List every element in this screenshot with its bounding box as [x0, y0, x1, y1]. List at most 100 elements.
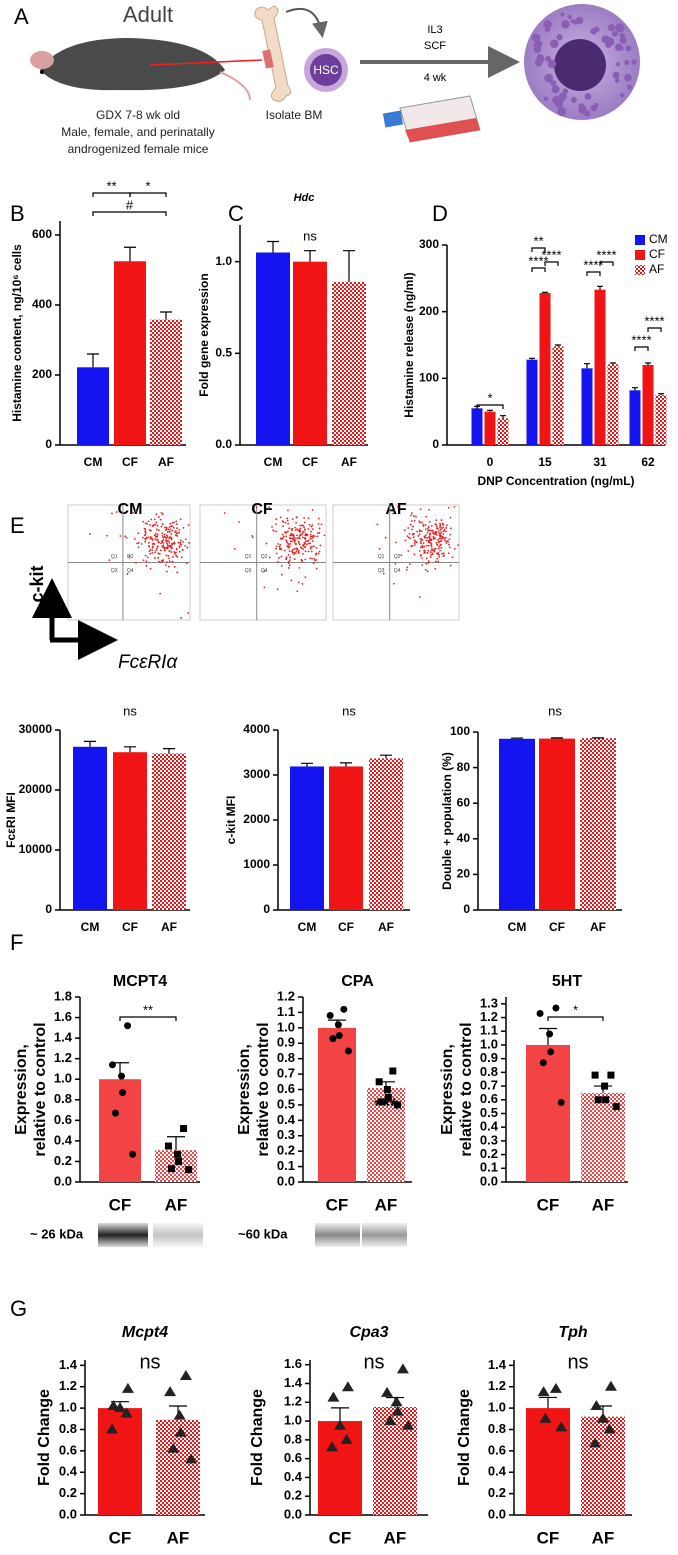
event-dot	[447, 506, 450, 509]
event-dot	[308, 524, 311, 526]
event-dot	[153, 557, 156, 559]
event-dot	[424, 524, 427, 527]
significance-bracket	[647, 327, 662, 332]
significance-label: *	[487, 390, 492, 405]
event-dot	[178, 529, 181, 531]
event-dot	[151, 543, 154, 545]
y-tick-label: 0.6	[488, 1442, 506, 1457]
event-dot	[298, 541, 300, 544]
event-dot	[309, 546, 312, 548]
event-dot	[309, 537, 312, 540]
event-dot	[298, 537, 300, 540]
event-dot	[168, 526, 171, 529]
data-point	[124, 1022, 132, 1030]
quadrant-label: Q3	[378, 568, 385, 574]
event-dot	[396, 505, 399, 508]
event-dot	[316, 532, 319, 535]
event-dot	[438, 545, 441, 548]
bar	[329, 766, 363, 910]
event-dot	[415, 515, 417, 518]
event-dot	[418, 550, 421, 552]
y-tick-label: 0.7	[480, 1078, 498, 1093]
y-tick-label: 1.2	[54, 1050, 72, 1065]
event-dot	[315, 546, 318, 549]
event-dot	[286, 517, 289, 520]
x-tick-label: AF	[384, 1528, 407, 1547]
event-dot	[294, 526, 297, 529]
event-dot	[417, 535, 420, 537]
event-dot	[166, 561, 168, 564]
error-bar	[610, 362, 616, 365]
event-dot	[287, 554, 290, 556]
event-dot	[432, 535, 435, 538]
event-dot	[172, 526, 175, 529]
x-axis-label: DNP Concentration (ng/mL)	[477, 474, 634, 488]
event-dot	[106, 534, 108, 537]
event-dot	[287, 543, 290, 546]
significance-bracket	[476, 404, 504, 409]
event-dot	[282, 521, 285, 523]
event-dot	[171, 525, 174, 528]
y-tick-label: 1.0	[284, 1412, 302, 1427]
x-tick-label: CF	[537, 1528, 560, 1547]
bar	[113, 752, 147, 910]
data-point	[393, 1101, 401, 1109]
y-tick-label: 100	[450, 724, 470, 738]
event-dot	[171, 547, 173, 550]
event-dot	[418, 533, 421, 536]
event-dot	[146, 536, 148, 539]
significance-label: ns	[342, 703, 356, 718]
granule	[619, 92, 625, 98]
event-dot	[424, 568, 427, 571]
event-dot	[309, 535, 312, 538]
event-dot	[182, 526, 185, 529]
granule	[590, 27, 597, 35]
event-dot	[382, 572, 385, 575]
significance-bracket	[531, 267, 546, 272]
data-point	[546, 1030, 554, 1038]
data-point	[536, 1009, 544, 1017]
data-point	[390, 1396, 403, 1407]
flow-title: CM	[118, 501, 143, 518]
event-dot	[281, 537, 284, 540]
event-dot	[421, 539, 424, 542]
event-dot	[169, 522, 172, 525]
data-point	[375, 1078, 383, 1086]
event-dot	[448, 543, 450, 546]
y-tick-label: 0.9	[277, 1035, 295, 1050]
significance-label: ****	[541, 247, 561, 262]
event-dot	[441, 552, 443, 555]
event-dot	[147, 536, 150, 539]
event-dot	[305, 543, 308, 546]
x-tick-label: AF	[167, 1528, 190, 1547]
y-tick-label: 1.0	[54, 1071, 72, 1086]
event-dot	[422, 542, 425, 545]
event-dot	[159, 549, 162, 552]
significance-bracket	[544, 261, 559, 266]
event-dot	[430, 542, 433, 545]
bm-caption: Isolate BM	[266, 108, 323, 122]
x-tick-label: CF	[549, 920, 565, 934]
event-dot	[406, 535, 409, 537]
event-dot	[453, 506, 456, 508]
event-dot	[419, 538, 422, 541]
significance-bracket	[586, 271, 601, 276]
quadrant-label: Q3	[245, 568, 252, 574]
granule	[551, 85, 560, 94]
significance-label: **	[143, 1002, 153, 1017]
event-dot	[299, 524, 301, 527]
bar	[526, 1408, 570, 1515]
event-dot	[451, 556, 454, 559]
y-tick-label: 0.6	[59, 1442, 77, 1457]
error-bar	[511, 737, 523, 739]
event-dot	[156, 546, 159, 548]
event-dot	[415, 540, 418, 543]
x-tick-label: CF	[109, 1528, 132, 1547]
event-dot	[421, 521, 423, 524]
event-dot	[435, 560, 437, 563]
bar	[581, 368, 593, 445]
y-axis-label: Expression,	[13, 1044, 30, 1135]
bar	[594, 289, 606, 445]
event-dot	[419, 554, 422, 557]
